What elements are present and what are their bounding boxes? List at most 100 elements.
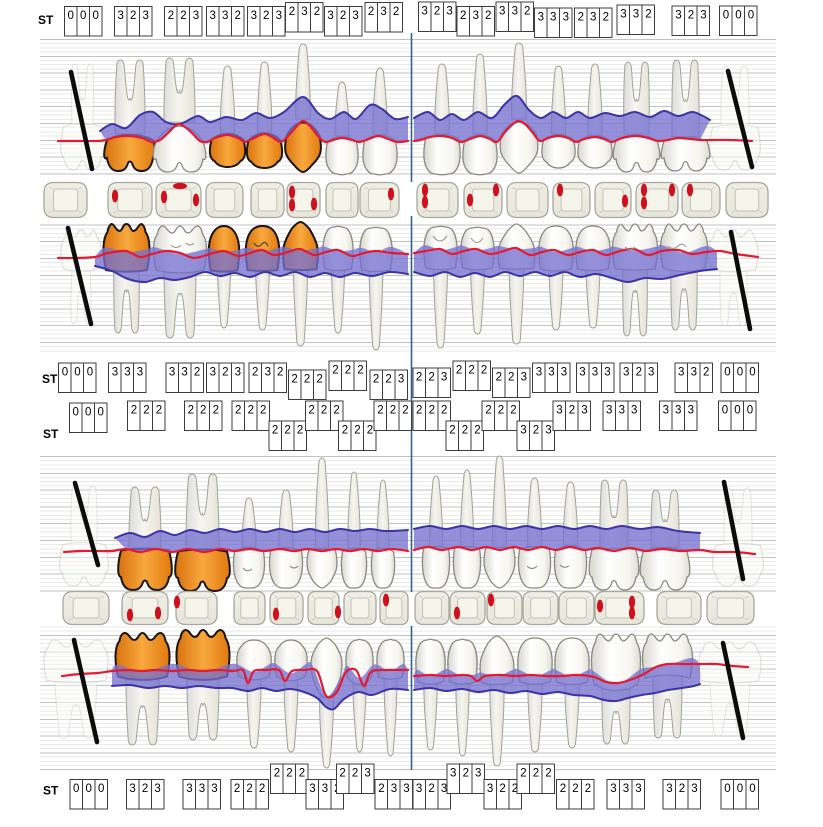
svg-text:3: 3	[520, 425, 526, 437]
svg-text:2: 2	[572, 783, 578, 795]
svg-text:0: 0	[735, 10, 741, 22]
svg-text:2: 2	[481, 365, 487, 377]
svg-text:0: 0	[722, 405, 728, 417]
svg-text:3: 3	[186, 783, 192, 795]
svg-text:3: 3	[450, 768, 456, 780]
svg-text:3: 3	[265, 367, 271, 379]
svg-text:2: 2	[357, 365, 363, 377]
svg-text:3: 3	[137, 367, 143, 379]
svg-text:3: 3	[678, 367, 684, 379]
svg-text:2: 2	[352, 768, 358, 780]
svg-text:3: 3	[688, 405, 694, 417]
svg-text:2: 2	[272, 425, 278, 437]
svg-text:3: 3	[581, 405, 587, 417]
svg-text:3: 3	[610, 783, 616, 795]
svg-text:2: 2	[449, 425, 455, 437]
svg-text:3: 3	[421, 6, 427, 18]
svg-text:ST: ST	[42, 372, 58, 386]
svg-text:2: 2	[603, 12, 609, 24]
svg-text:3: 3	[623, 367, 629, 379]
svg-text:2: 2	[291, 374, 297, 386]
svg-text:2: 2	[496, 372, 502, 384]
svg-text:3: 3	[579, 367, 585, 379]
svg-text:2: 2	[402, 405, 408, 417]
svg-text:2: 2	[390, 405, 396, 417]
svg-text:3: 3	[666, 783, 672, 795]
svg-text:3: 3	[352, 10, 358, 22]
svg-text:2: 2	[304, 374, 310, 386]
svg-text:3: 3	[181, 367, 187, 379]
svg-text:2: 2	[142, 783, 148, 795]
svg-text:2: 2	[688, 10, 694, 22]
svg-text:0: 0	[74, 367, 80, 379]
svg-text:2: 2	[373, 374, 379, 386]
svg-text:3: 3	[521, 372, 527, 384]
svg-text:2: 2	[428, 783, 434, 795]
svg-text:0: 0	[737, 367, 743, 379]
svg-text:3: 3	[691, 783, 697, 795]
svg-text:2: 2	[377, 405, 383, 417]
svg-text:2: 2	[308, 405, 314, 417]
svg-text:3: 3	[301, 6, 307, 18]
svg-text:2: 2	[485, 10, 491, 22]
svg-text:3: 3	[117, 10, 123, 22]
svg-text:2: 2	[321, 405, 327, 417]
svg-text:2: 2	[368, 6, 374, 18]
svg-text:3: 3	[169, 367, 175, 379]
svg-text:0: 0	[749, 367, 755, 379]
svg-text:2: 2	[289, 6, 295, 18]
svg-text:3: 3	[211, 783, 217, 795]
svg-text:2: 2	[569, 405, 575, 417]
svg-text:3: 3	[235, 367, 241, 379]
svg-text:0: 0	[85, 407, 91, 419]
svg-text:3: 3	[193, 10, 199, 22]
svg-text:2: 2	[378, 783, 384, 795]
svg-text:2: 2	[130, 10, 136, 22]
svg-text:3: 3	[604, 367, 610, 379]
svg-text:3: 3	[251, 10, 257, 22]
svg-text:2: 2	[284, 425, 290, 437]
svg-text:ST: ST	[43, 784, 59, 798]
svg-text:2: 2	[456, 365, 462, 377]
svg-text:2: 2	[168, 10, 174, 22]
svg-text:2: 2	[332, 365, 338, 377]
svg-text:3: 3	[403, 783, 409, 795]
svg-text:2: 2	[200, 405, 206, 417]
svg-text:2: 2	[222, 367, 228, 379]
svg-text:3: 3	[322, 783, 328, 795]
svg-text:2: 2	[274, 768, 280, 780]
svg-text:0: 0	[748, 10, 754, 22]
svg-text:0: 0	[72, 407, 78, 419]
svg-text:2: 2	[314, 6, 320, 18]
svg-text:3: 3	[199, 783, 205, 795]
svg-text:3: 3	[380, 6, 386, 18]
svg-text:0: 0	[98, 783, 104, 795]
svg-text:0: 0	[723, 10, 729, 22]
svg-text:3: 3	[620, 9, 626, 21]
svg-text:3: 3	[398, 374, 404, 386]
svg-text:3: 3	[309, 783, 315, 795]
svg-text:2: 2	[252, 367, 258, 379]
svg-text:3: 3	[548, 367, 554, 379]
svg-text:0: 0	[87, 367, 93, 379]
svg-text:2: 2	[259, 783, 265, 795]
svg-text:ST: ST	[43, 427, 59, 441]
svg-text:0: 0	[80, 10, 86, 22]
svg-text:2: 2	[499, 783, 505, 795]
svg-text:3: 3	[391, 783, 397, 795]
svg-text:2: 2	[645, 9, 651, 21]
svg-text:3: 3	[563, 12, 569, 24]
svg-text:3: 3	[487, 783, 493, 795]
svg-text:2: 2	[524, 6, 530, 18]
svg-text:3: 3	[545, 425, 551, 437]
svg-text:2: 2	[286, 768, 292, 780]
svg-text:3: 3	[635, 783, 641, 795]
svg-text:2: 2	[234, 10, 240, 22]
svg-text:2: 2	[316, 374, 322, 386]
svg-text:2: 2	[367, 425, 373, 437]
svg-text:2: 2	[143, 405, 149, 417]
svg-text:3: 3	[446, 6, 452, 18]
svg-text:3: 3	[210, 367, 216, 379]
svg-text:2: 2	[474, 425, 480, 437]
svg-text:2: 2	[260, 405, 266, 417]
